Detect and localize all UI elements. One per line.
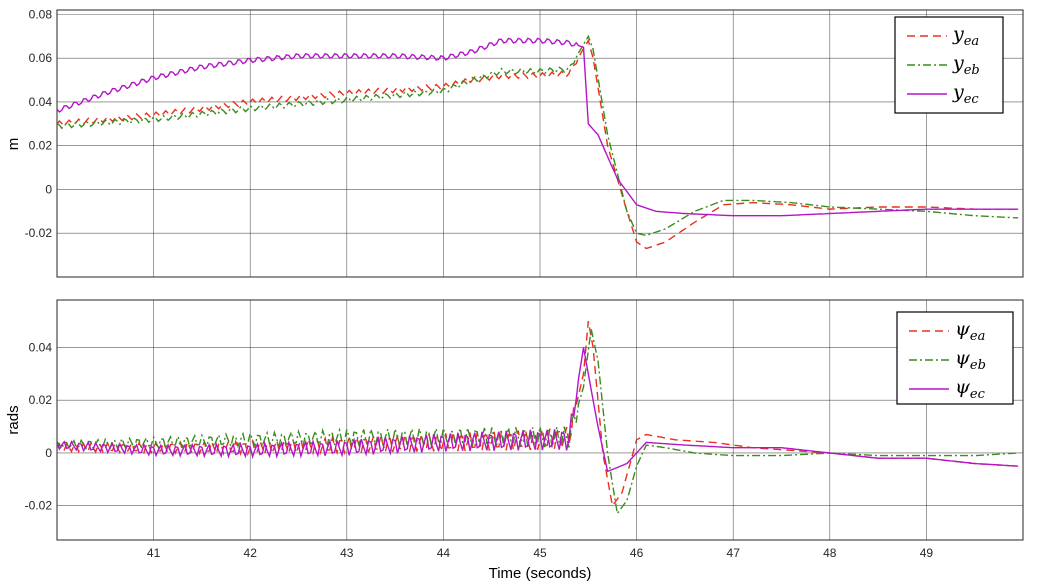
bottom-series-line-psi_eb xyxy=(57,328,1019,516)
top-y-tick-label: 0.02 xyxy=(29,139,53,153)
x-axis-label: Time (seconds) xyxy=(489,565,592,582)
bottom-series-line-psi_ec xyxy=(57,347,1019,473)
bottom-y-axis-label: rads xyxy=(5,405,22,434)
bottom-legend-label: ψec xyxy=(955,376,986,402)
top-series-line-y_eb xyxy=(57,34,1019,237)
top-series-line-y_ec xyxy=(57,37,1019,217)
x-tick-label: 49 xyxy=(920,546,934,560)
x-tick-label: 41 xyxy=(147,546,161,560)
x-tick-label: 44 xyxy=(437,546,451,560)
bottom-y-tick-label: 0 xyxy=(45,446,52,460)
top-y-tick-label: 0 xyxy=(45,182,52,196)
bottom-y-tick-label: 0.02 xyxy=(29,393,53,407)
x-tick-label: 46 xyxy=(630,546,644,560)
top-series xyxy=(57,34,1019,250)
bottom-series xyxy=(57,320,1019,516)
top-y-tick-label: -0.02 xyxy=(25,226,53,240)
top-y-tick-labels: 0.08 0.06 0.04 0.02 0 -0.02 xyxy=(25,7,53,240)
bottom-grid xyxy=(57,300,1023,540)
bottom-y-tick-label: -0.02 xyxy=(25,499,53,513)
x-tick-label: 47 xyxy=(727,546,741,560)
x-tick-label: 45 xyxy=(533,546,547,560)
top-y-axis-label: m xyxy=(5,138,22,151)
x-tick-labels: 41 42 43 44 45 46 47 48 49 xyxy=(147,546,933,560)
x-tick-label: 48 xyxy=(823,546,837,560)
bottom-y-tick-labels: 0.04 0.02 0 -0.02 xyxy=(25,340,53,512)
x-tick-label: 42 xyxy=(244,546,258,560)
top-y-tick-label: 0.08 xyxy=(29,7,53,21)
top-y-tick-label: 0.04 xyxy=(29,95,53,109)
x-tick-label: 43 xyxy=(340,546,354,560)
bottom-chart: 0.04 0.02 0 -0.02 41 42 43 44 45 46 47 48 49 rads T… xyxy=(5,299,1024,582)
bottom-y-tick-label: 0.04 xyxy=(29,340,53,354)
top-y-tick-label: 0.06 xyxy=(29,51,53,65)
